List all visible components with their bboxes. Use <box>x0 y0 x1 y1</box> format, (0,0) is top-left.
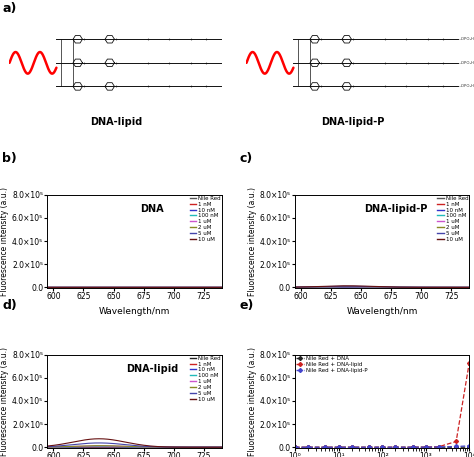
Text: DNA-lipid: DNA-lipid <box>90 117 142 127</box>
Text: —OPO₃H: —OPO₃H <box>458 37 474 41</box>
Text: DNA-lipid: DNA-lipid <box>126 364 178 374</box>
Text: b): b) <box>2 152 17 165</box>
Text: —OPO₃H: —OPO₃H <box>458 61 474 65</box>
Y-axis label: Fluorescence intensity (a.u.): Fluorescence intensity (a.u.) <box>248 347 257 456</box>
Y-axis label: Fluorescence intensity (a.u.): Fluorescence intensity (a.u.) <box>248 187 257 296</box>
Text: DNA: DNA <box>140 204 164 214</box>
Text: d): d) <box>2 299 17 312</box>
Text: —OPO₃H: —OPO₃H <box>458 85 474 88</box>
X-axis label: Wavelength/nm: Wavelength/nm <box>99 307 170 316</box>
Text: DNA-lipid-P: DNA-lipid-P <box>321 117 385 127</box>
Y-axis label: Fluorescence intensity (a.u.): Fluorescence intensity (a.u.) <box>0 187 9 296</box>
Legend: Nile Red, 1 nM, 10 nM, 100 nM, 1 uM, 2 uM, 5 uM, 10 uM: Nile Red, 1 nM, 10 nM, 100 nM, 1 uM, 2 u… <box>190 196 220 242</box>
Text: a): a) <box>2 2 17 15</box>
Text: DNA-lipid-P: DNA-lipid-P <box>365 204 428 214</box>
Y-axis label: Fluorescence intensity (a.u.): Fluorescence intensity (a.u.) <box>0 347 9 456</box>
Legend: Nile Red + DNA, Nile Red + DNA-lipid, Nile Red + DNA-lipid-P: Nile Red + DNA, Nile Red + DNA-lipid, Ni… <box>296 356 368 373</box>
X-axis label: Wavelength/nm: Wavelength/nm <box>346 307 418 316</box>
Legend: Nile Red, 1 nM, 10 nM, 100 nM, 1 uM, 2 uM, 5 uM, 10 uM: Nile Red, 1 nM, 10 nM, 100 nM, 1 uM, 2 u… <box>190 356 220 402</box>
Text: c): c) <box>239 152 253 165</box>
Text: e): e) <box>239 299 254 312</box>
Legend: Nile Red, 1 nM, 10 nM, 100 nM, 1 uM, 2 uM, 5 uM, 10 uM: Nile Red, 1 nM, 10 nM, 100 nM, 1 uM, 2 u… <box>437 196 468 242</box>
